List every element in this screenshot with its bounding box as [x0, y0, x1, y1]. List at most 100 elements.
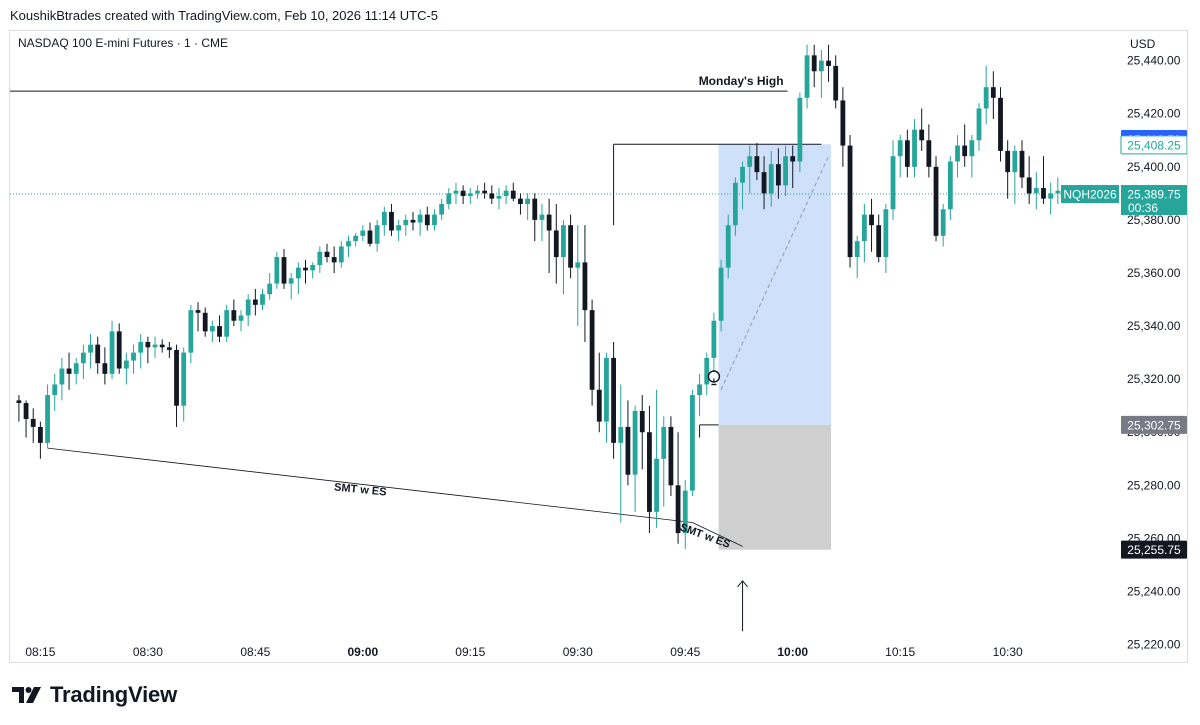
candle — [482, 182, 488, 199]
x-tick-label: 10:15 — [885, 645, 915, 659]
candle-body — [209, 326, 215, 332]
candle-body — [990, 87, 996, 98]
candle — [632, 405, 638, 512]
x-tick-label: 08:30 — [133, 645, 163, 659]
candle — [181, 347, 187, 422]
candle-body — [589, 310, 595, 390]
candle-body — [202, 312, 208, 332]
candle — [360, 225, 366, 242]
candle-body — [482, 190, 488, 194]
candle-body — [453, 190, 459, 194]
candle — [202, 307, 208, 337]
candle-body — [654, 458, 659, 512]
candle-body — [37, 426, 43, 443]
candle — [840, 87, 846, 167]
candle-body — [52, 384, 58, 396]
smt-long-label: SMT w ES — [334, 481, 387, 498]
candles — [16, 44, 1061, 550]
candle — [439, 198, 445, 220]
candle — [424, 206, 430, 231]
candle — [410, 211, 416, 231]
candle-body — [890, 156, 896, 210]
candle — [16, 395, 22, 422]
candle — [145, 336, 151, 364]
candle — [80, 344, 86, 380]
candle — [539, 203, 545, 242]
candle-body — [661, 426, 667, 459]
candle — [403, 214, 409, 236]
candle — [88, 334, 93, 369]
candle — [338, 241, 344, 268]
candle — [131, 344, 136, 374]
candle — [811, 44, 817, 88]
candle-body — [596, 389, 602, 422]
candle-body — [145, 341, 151, 348]
candle-body — [267, 283, 273, 295]
candle — [209, 320, 215, 342]
candle — [904, 129, 910, 178]
candle-body — [152, 344, 158, 348]
candle-body — [410, 219, 416, 223]
candle-body — [174, 349, 179, 406]
candle — [510, 182, 516, 202]
candle — [947, 156, 953, 220]
candle-body — [131, 352, 136, 361]
candle-body — [639, 411, 645, 433]
candle — [783, 145, 788, 197]
candle — [639, 395, 645, 470]
candle — [754, 142, 760, 181]
price-tag-stop: 25,255.75 — [1121, 540, 1187, 559]
candle — [976, 103, 982, 151]
candle-body — [983, 87, 989, 109]
candle — [432, 209, 437, 231]
candle — [797, 92, 803, 173]
candle — [367, 222, 373, 247]
candle-body — [690, 395, 695, 491]
y-tick-label: 25,220.00 — [1127, 638, 1181, 652]
candle — [159, 339, 165, 353]
candle — [618, 384, 624, 523]
candle — [532, 193, 538, 242]
symbol-tag: NQH2026 — [1061, 185, 1119, 204]
candle-body — [346, 241, 351, 247]
candle — [102, 347, 108, 385]
candle-body — [80, 352, 86, 364]
candle — [955, 134, 960, 178]
candle-body — [475, 190, 480, 194]
candle — [1048, 182, 1054, 215]
candle — [661, 416, 667, 507]
candle — [317, 246, 323, 273]
candle-body — [195, 310, 201, 313]
candle — [417, 209, 423, 236]
candle — [697, 373, 702, 417]
candle-body — [725, 225, 731, 268]
candle-body — [955, 145, 960, 162]
candle-body — [947, 161, 953, 210]
candle-body — [389, 211, 394, 231]
candle-body — [417, 214, 423, 223]
price-tag-entry: 25,302.75 — [1121, 415, 1187, 434]
candle-body — [783, 156, 788, 186]
smt-long-line — [47, 447, 693, 523]
candle-body — [324, 251, 330, 258]
tradingview-logo[interactable]: TradingView — [12, 682, 177, 708]
candle — [346, 235, 351, 258]
candle-body — [818, 60, 824, 72]
candle-body — [1033, 188, 1039, 194]
candle — [733, 177, 738, 236]
candle — [252, 288, 258, 316]
candle-body — [1026, 177, 1032, 194]
candle — [604, 352, 609, 443]
chart-frame[interactable]: Monday's High SMT w ES SMT w ES 25,440.00 2… — [9, 30, 1188, 663]
candle — [195, 302, 201, 332]
candle-body — [181, 352, 187, 406]
candle-body — [403, 219, 409, 226]
candle-body — [826, 60, 831, 66]
candle-body — [310, 265, 316, 271]
x-tick-label: 10:30 — [993, 645, 1023, 659]
candle-body — [217, 326, 222, 337]
candle-body — [804, 55, 810, 98]
candle — [690, 389, 695, 496]
candle-body — [446, 193, 452, 204]
